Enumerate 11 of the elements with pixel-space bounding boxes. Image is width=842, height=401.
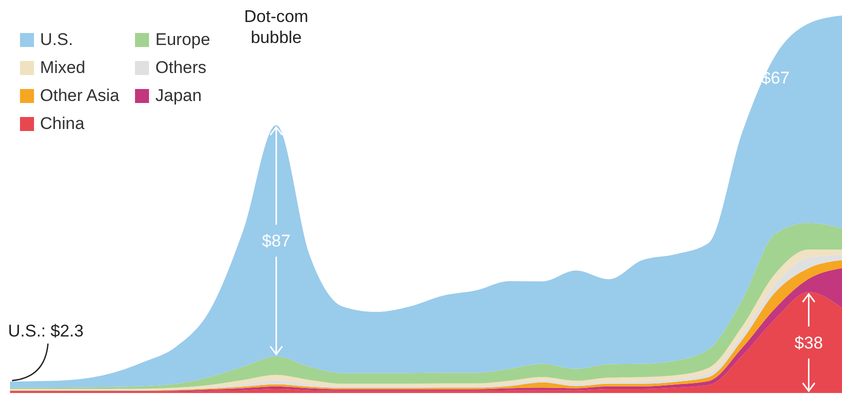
legend-label: Other Asia xyxy=(40,86,120,106)
legend-label: Europe xyxy=(155,30,210,50)
annotation: Dot-com bubble xyxy=(244,7,308,47)
legend-label: Mixed xyxy=(40,58,86,78)
data-label: $38 xyxy=(794,333,823,352)
legend-label: Japan xyxy=(155,86,202,106)
legend-label: U.S. xyxy=(40,30,74,50)
legend-label: Others xyxy=(155,58,206,78)
data-label: $87 xyxy=(262,232,290,251)
legend-label: China xyxy=(40,114,84,134)
annotation: U.S.: $2.3 xyxy=(8,322,84,341)
